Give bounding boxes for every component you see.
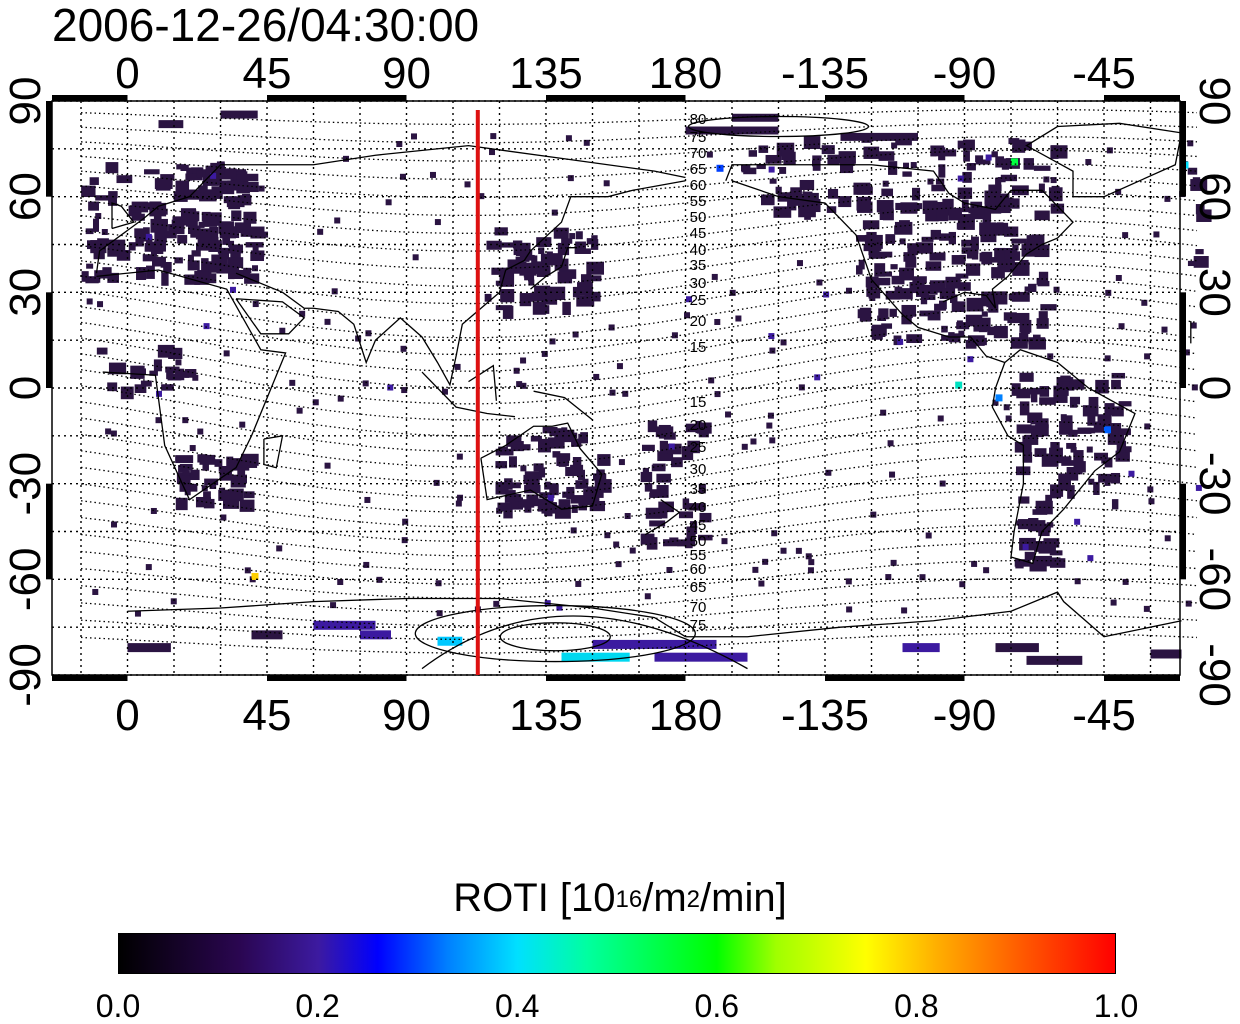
contour-label: 60: [690, 177, 707, 194]
contour-label: 45: [690, 517, 707, 534]
colorbar-tick-label: 0.2: [295, 988, 340, 1024]
contour-label: 35: [690, 257, 707, 274]
lat-tick-left: -60: [1, 548, 50, 612]
lat-tick-left: 90: [1, 77, 50, 126]
contour-label: 60: [690, 561, 707, 578]
lat-tick-right: -60: [1190, 548, 1239, 612]
colorbar-tick-label: 1.0: [1093, 988, 1139, 1024]
colorbar-tick-label: 0.0: [95, 988, 141, 1024]
lon-tick-top: -90: [933, 49, 997, 98]
lon-tick-bottom: -135: [781, 691, 869, 740]
map-timestamp-title: 2006-12-26/04:30:00: [52, 0, 480, 51]
lon-tick-bottom: 135: [509, 691, 582, 740]
colorbar-title: ROTI [1016/m2/min]: [453, 876, 787, 920]
lat-tick-right: -30: [1190, 452, 1239, 516]
lon-tick-top: -135: [781, 49, 869, 98]
contour-labels: 8075706560555045403530252015152025303540…: [690, 111, 707, 634]
lat-tick-left: -90: [1, 643, 50, 707]
contour-label: 70: [690, 599, 707, 616]
lon-tick-bottom: 45: [243, 691, 292, 740]
contour-label: 55: [690, 547, 707, 564]
lon-tick-top: 45: [243, 49, 292, 98]
lon-tick-bottom: 90: [382, 691, 431, 740]
lat-tick-right: 90: [1190, 77, 1239, 126]
lon-tick-bottom: 180: [649, 691, 722, 740]
lat-tick-right: 0: [1190, 376, 1239, 400]
lat-tick-left: 60: [1, 172, 50, 221]
colorbar-gradient: [118, 933, 1116, 974]
lat-tick-right: 60: [1190, 172, 1239, 221]
map-frame: [46, 95, 1186, 681]
contour-label: 35: [690, 481, 707, 498]
axis-tick-labels: 0 0 45 45 90 90 135 135 180 180 -135 -135 -90 -90 -45 -…: [1, 49, 1239, 740]
contour-label: 30: [690, 275, 707, 292]
colorbar-tick-label: 0.4: [494, 988, 540, 1024]
contour-label: 25: [690, 439, 707, 456]
contour-label: 25: [690, 292, 707, 309]
colorbar-tick-label: 0.6: [694, 988, 740, 1024]
lon-tick-top: -45: [1072, 49, 1136, 98]
lon-tick-bottom: -45: [1072, 691, 1136, 740]
contour-label: 55: [690, 193, 707, 210]
lon-tick-top: 135: [509, 49, 582, 98]
lon-tick-top: 0: [115, 49, 139, 98]
contour-label: 80: [690, 111, 707, 128]
lon-tick-bottom: 0: [115, 691, 139, 740]
contour-label: 75: [690, 617, 707, 634]
contour-label: 20: [690, 417, 707, 434]
contour-label: 65: [690, 161, 707, 178]
colorbar-tick-label: 0.8: [894, 988, 939, 1024]
lon-tick-bottom: -90: [933, 691, 997, 740]
contour-label: 75: [690, 129, 707, 146]
contour-label: 15: [690, 339, 707, 356]
contour-label: 20: [690, 313, 707, 330]
contour-label: 65: [690, 579, 707, 596]
contour-label: 45: [690, 225, 707, 242]
contour-label: 30: [690, 461, 707, 478]
contour-label: 50: [690, 533, 707, 550]
contour-label: 40: [690, 242, 707, 259]
contour-label: 15: [690, 394, 707, 411]
contour-label: 40: [690, 499, 707, 516]
lon-tick-top: 90: [382, 49, 431, 98]
lat-tick-left: -30: [1, 452, 50, 516]
lat-tick-right: 30: [1190, 268, 1239, 317]
contour-label: 50: [690, 209, 707, 226]
lat-tick-right: -90: [1190, 643, 1239, 707]
lat-tick-left: 0: [1, 376, 50, 400]
lon-tick-top: 180: [649, 49, 722, 98]
lat-tick-left: 30: [1, 268, 50, 317]
contour-label: 70: [690, 145, 707, 162]
